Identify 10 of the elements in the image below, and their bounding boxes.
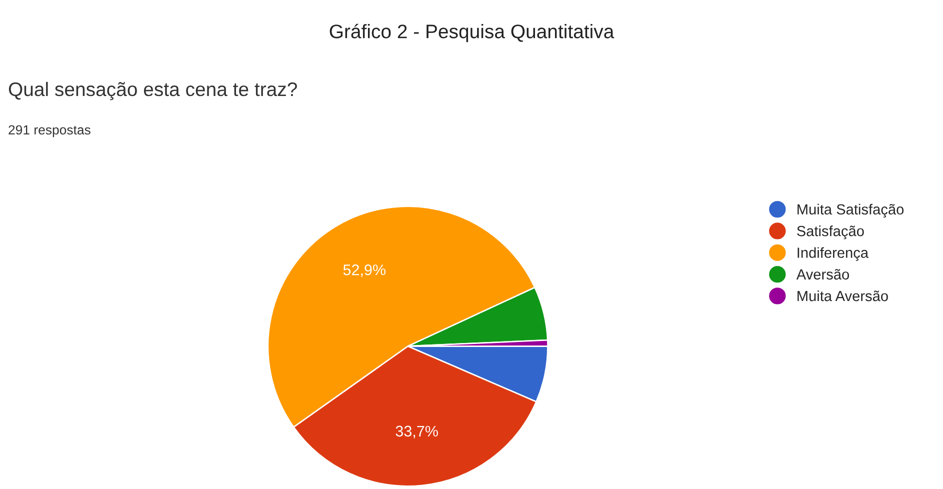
data-label: 52,9%: [343, 264, 386, 278]
data-label: 33,7%: [396, 426, 438, 438]
chart-subtitle: Qual sensação esta cena te traz?: [8, 82, 297, 100]
chart-title: Gráfico 2 - Pesquisa Quantitativa: [330, 24, 614, 42]
legend-label: Indiferença: [798, 247, 869, 261]
legend-label: Muita Satisfação: [798, 204, 904, 218]
legend-label: Aversão: [796, 268, 850, 280]
legend-label: Satisfação: [797, 226, 864, 240]
legend-label: Muita Aversão: [798, 290, 888, 302]
text: 291 respostas: [8, 125, 90, 138]
